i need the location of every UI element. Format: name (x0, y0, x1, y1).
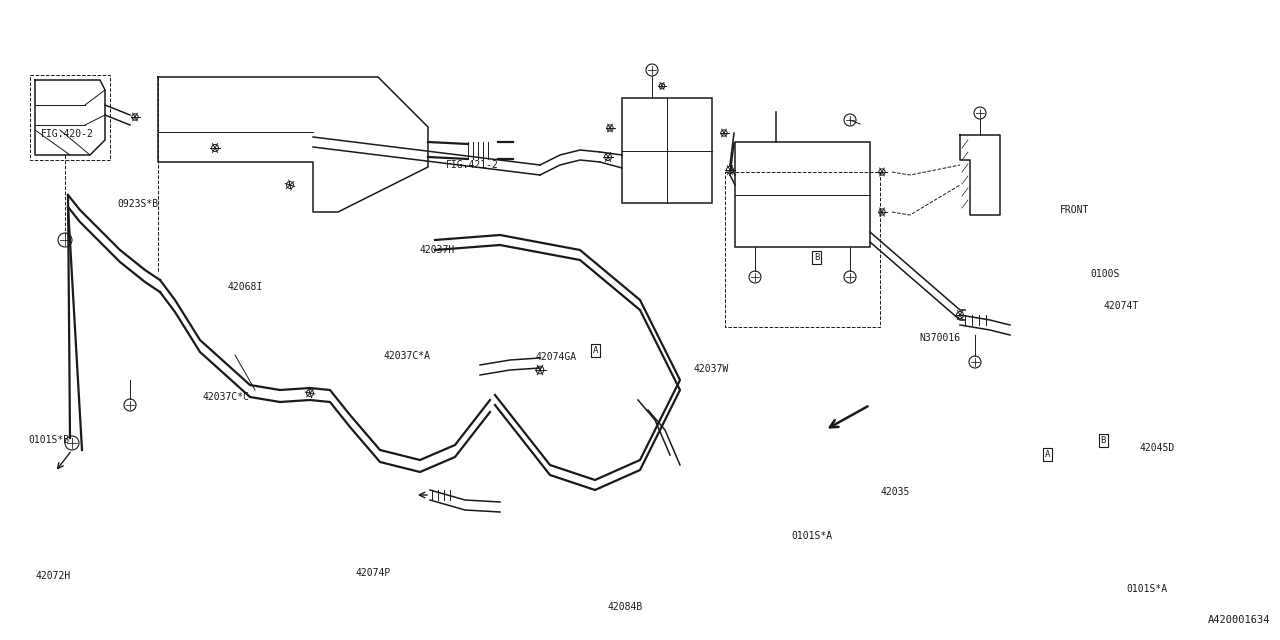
Text: 42074GA: 42074GA (535, 352, 576, 362)
Text: FIG.421-2: FIG.421-2 (445, 160, 498, 170)
Text: 0101S*B: 0101S*B (28, 435, 69, 445)
Text: FRONT: FRONT (1060, 205, 1089, 215)
Text: 42068I: 42068I (228, 282, 264, 292)
Text: 42072H: 42072H (36, 571, 72, 581)
Text: 42084B: 42084B (608, 602, 644, 612)
Bar (29, 75, 110, 160)
Bar (735, 142, 870, 247)
Text: 42037H: 42037H (420, 244, 456, 255)
Text: B: B (814, 253, 819, 262)
Text: 42035: 42035 (881, 486, 910, 497)
Text: 0923S*B: 0923S*B (118, 198, 159, 209)
Text: 42037C*A: 42037C*A (384, 351, 431, 361)
Text: 42074P: 42074P (356, 568, 392, 579)
Text: 0101S*A: 0101S*A (791, 531, 832, 541)
Text: A420001634: A420001634 (1207, 615, 1270, 625)
Text: 0100S: 0100S (1091, 269, 1120, 279)
Text: 42037W: 42037W (694, 364, 730, 374)
Text: 42074T: 42074T (1103, 301, 1139, 311)
Text: FIG.420-2: FIG.420-2 (41, 129, 93, 140)
Bar (724, 172, 881, 327)
Text: B: B (1101, 436, 1106, 445)
Text: 0101S*A: 0101S*A (1126, 584, 1167, 594)
Text: A: A (593, 346, 598, 355)
Bar (622, 98, 712, 203)
Text: N370016: N370016 (919, 333, 960, 343)
Text: A: A (1044, 450, 1050, 459)
Text: 42045D: 42045D (1139, 443, 1175, 453)
Text: 42037C*C: 42037C*C (202, 392, 250, 402)
